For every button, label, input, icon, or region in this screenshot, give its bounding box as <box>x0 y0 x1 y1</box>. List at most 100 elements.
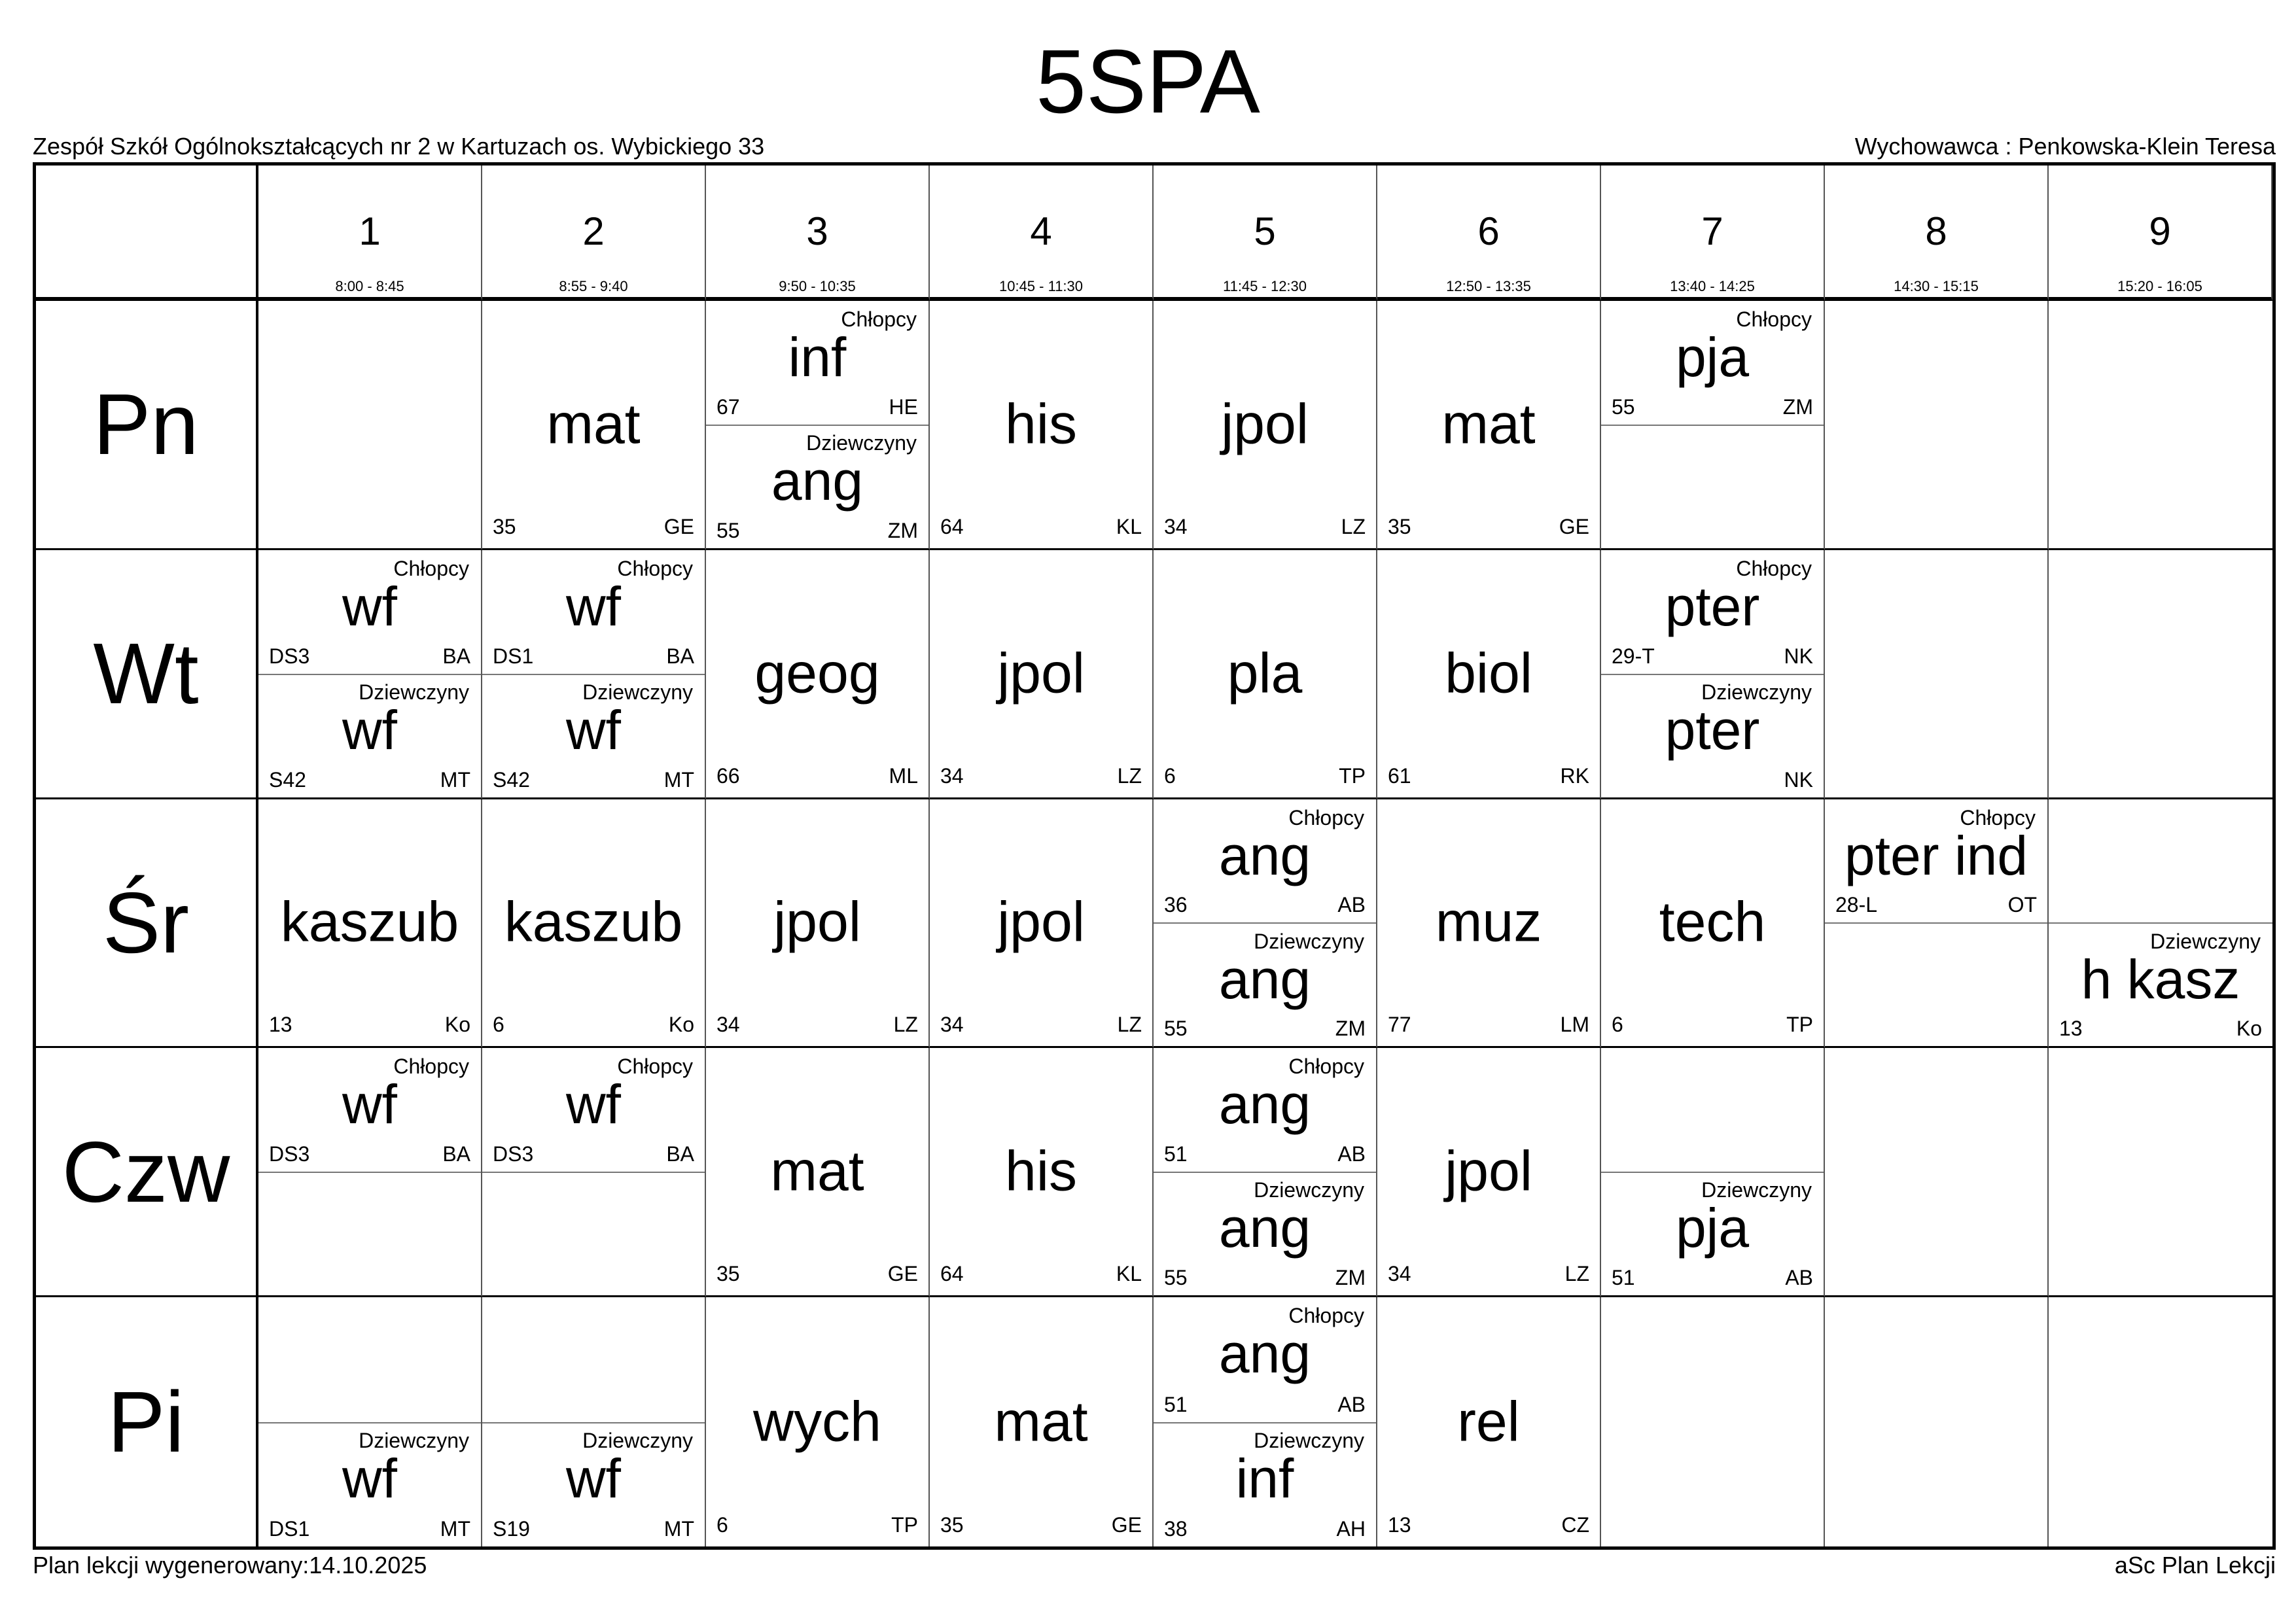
group-name: Chłopcy <box>1736 556 1812 580</box>
subject: pter ind <box>1844 824 2028 886</box>
group-lesson-bottom <box>482 1172 705 1295</box>
group-lesson-bottom: Dziewczyny ang 55 ZM <box>706 425 928 548</box>
group-name: Dziewczyny <box>1254 1428 1364 1452</box>
subject: wf <box>342 575 397 637</box>
group-lesson-bottom: Dziewczyny wf S42 MT <box>258 674 481 797</box>
room: 61 <box>1388 763 1411 788</box>
room: 51 <box>1164 1392 1188 1416</box>
period-number: 5 <box>1254 209 1276 253</box>
subject: wf <box>342 1073 397 1136</box>
lesson-cell: Chłopcy pja 55 ZM <box>1601 301 1825 550</box>
group-name: Chłopcy <box>393 556 469 580</box>
subject: wf <box>566 1447 621 1509</box>
room: 13 <box>269 1013 292 1037</box>
subject: jpol <box>1221 393 1309 456</box>
teacher: MT <box>440 767 470 792</box>
group-name: Dziewczyny <box>1701 1178 1812 1202</box>
subject: pja <box>1675 1197 1750 1259</box>
subject: ang <box>1218 824 1311 886</box>
subject: ang <box>1218 1197 1311 1259</box>
period-header: 5 11:45 - 12:30 <box>1154 166 1377 301</box>
group-lesson-top <box>258 1297 481 1423</box>
day-label: Śr <box>36 799 258 1049</box>
room: 35 <box>1388 514 1411 538</box>
room: DS1 <box>269 1516 310 1541</box>
lesson-cell: mat 35 GE <box>930 1297 1154 1546</box>
lesson-cell <box>1825 1048 2049 1298</box>
group-name: Chłopcy <box>1288 1304 1364 1328</box>
room: S42 <box>493 767 530 792</box>
group-lesson-top: Chłopcy inf 67 HE <box>706 301 928 426</box>
period-number: 2 <box>582 209 605 253</box>
teacher: LZ <box>1117 1013 1142 1037</box>
subject: wf <box>566 575 621 637</box>
school-name: Zespół Szkół Ogólnokształcących nr 2 w K… <box>33 133 765 160</box>
teacher: RK <box>1560 763 1589 788</box>
teacher: BA <box>442 1142 470 1166</box>
lesson-cell <box>1825 1297 2049 1546</box>
group-lesson-top: Chłopcy ang 51 AB <box>1154 1297 1376 1423</box>
teacher: KL <box>1116 514 1142 538</box>
group-name: Chłopcy <box>841 307 917 331</box>
period-number: 1 <box>359 209 381 253</box>
room: 51 <box>1612 1266 1635 1290</box>
teacher: MT <box>663 767 694 792</box>
group-name: Chłopcy <box>1288 805 1364 829</box>
room: DS1 <box>493 644 534 668</box>
app-credit: aSc Plan Lekcji <box>2114 1552 2276 1579</box>
teacher: LM <box>1560 1013 1589 1037</box>
lesson-cell: jpol 34 LZ <box>930 799 1154 1049</box>
period-time: 9:50 - 10:35 <box>779 278 856 294</box>
room: 34 <box>940 1013 964 1037</box>
teacher: GE <box>1559 514 1589 538</box>
teacher: TP <box>1786 1013 1813 1037</box>
group-lesson-top: Chłopcy ang 36 AB <box>1154 799 1376 924</box>
period-time: 8:55 - 9:40 <box>559 278 628 294</box>
group-name: Chłopcy <box>617 556 693 580</box>
teacher: ZM <box>1335 1266 1366 1290</box>
subject: geog <box>754 642 880 705</box>
group-lesson-top: Chłopcy pja 55 ZM <box>1601 301 1824 426</box>
lesson-cell <box>2049 1048 2272 1298</box>
lesson-cell <box>258 301 482 550</box>
period-time: 13:40 - 14:25 <box>1670 278 1755 294</box>
subject: kaszub <box>504 890 683 954</box>
room: 38 <box>1164 1516 1188 1541</box>
teacher: LZ <box>1341 514 1366 538</box>
room: 55 <box>1612 394 1635 419</box>
room: DS3 <box>493 1142 534 1166</box>
lesson-cell: Dziewczyny wf S19 MT <box>482 1297 706 1546</box>
room: 55 <box>1164 1017 1188 1041</box>
group-lesson-top: Chłopcy wf DS1 BA <box>482 550 705 675</box>
subject: wf <box>566 1073 621 1136</box>
day-label: Pn <box>36 301 258 550</box>
period-number: 9 <box>2149 209 2171 253</box>
room: 51 <box>1164 1142 1188 1166</box>
lesson-cell: jpol 34 LZ <box>1377 1048 1601 1298</box>
teacher: Ko <box>2236 1017 2262 1041</box>
lesson-cell: Chłopcy ang 51 AB Dziewczyny ang 55 ZM <box>1154 1048 1377 1298</box>
period-time: 11:45 - 12:30 <box>1222 278 1307 294</box>
room: 34 <box>1388 1262 1411 1286</box>
group-lesson-top: Chłopcy ang 51 AB <box>1154 1048 1376 1174</box>
subject: pter <box>1665 699 1760 761</box>
teacher: LZ <box>1564 1262 1589 1286</box>
teacher: LZ <box>893 1013 918 1037</box>
group-lesson-top: Chłopcy wf DS3 BA <box>258 550 481 675</box>
subject: biol <box>1445 642 1532 705</box>
subject: ang <box>1218 1323 1311 1385</box>
teacher: AB <box>1337 893 1366 917</box>
group-name: Chłopcy <box>1736 307 1812 331</box>
group-name: Dziewczyny <box>582 1428 693 1452</box>
subject: jpol <box>1445 1140 1532 1203</box>
group-name: Chłopcy <box>617 1055 693 1079</box>
room: 34 <box>716 1013 740 1037</box>
period-header: 4 10:45 - 11:30 <box>930 166 1154 301</box>
lesson-cell <box>1825 301 2049 550</box>
room: S42 <box>269 767 306 792</box>
subject: wf <box>566 699 621 761</box>
group-lesson-bottom: Dziewczyny ang 55 ZM <box>1154 923 1376 1047</box>
period-header: 1 8:00 - 8:45 <box>258 166 482 301</box>
group-lesson-bottom <box>1825 923 2047 1047</box>
room: 67 <box>716 394 740 419</box>
